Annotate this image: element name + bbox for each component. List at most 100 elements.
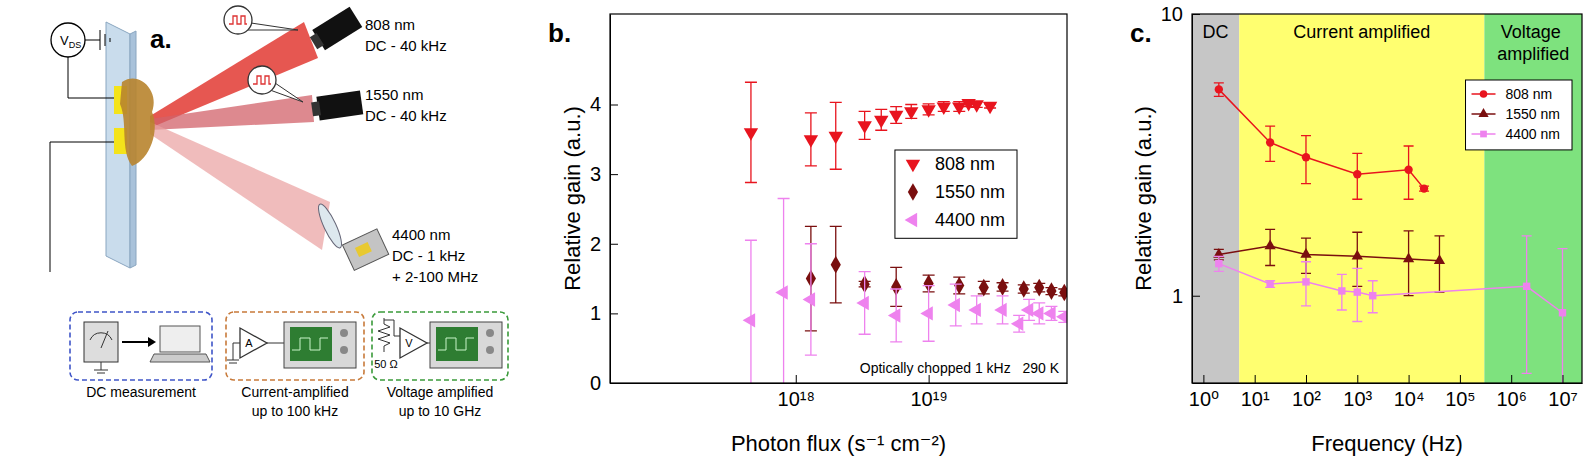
y-axis-tick-mark [610, 383, 618, 384]
marker [857, 121, 871, 133]
x-axis-tick-label: 10⁰ [1189, 388, 1219, 410]
legend-marker [906, 160, 920, 172]
y-axis-tick: 4 [590, 93, 618, 115]
marker [1404, 166, 1412, 174]
setup-caption: Current-amplified [241, 384, 348, 400]
setup-caption: DC measurement [86, 384, 196, 400]
y-axis-tick-label: 10 [1161, 3, 1183, 25]
marker [775, 285, 787, 299]
laser-body [316, 91, 363, 121]
square-wave [229, 16, 247, 24]
marker [1059, 284, 1067, 302]
series [744, 82, 998, 182]
meter-dial [90, 331, 112, 348]
error-bar [1404, 231, 1414, 296]
y-axis-tick-label: 4 [590, 93, 601, 115]
callout [224, 6, 252, 34]
error-bar [1301, 136, 1311, 184]
error-bar [1301, 262, 1311, 306]
legend-box [895, 150, 1017, 238]
marker [1302, 278, 1309, 285]
arrow-head [148, 337, 156, 347]
knob [340, 346, 348, 354]
wire [267, 343, 284, 344]
x-axis-tick-mark [1562, 375, 1563, 383]
error-bar [745, 240, 757, 383]
marker [1352, 250, 1363, 260]
marker [1011, 317, 1023, 331]
x-axis: 10¹⁸ 10¹⁹ [611, 375, 1068, 410]
x-axis-tick: 10¹⁹ [910, 375, 947, 410]
legend-label: 4400 nm [1506, 126, 1560, 142]
y-axis: 01234 [590, 15, 618, 394]
region-band [1239, 14, 1484, 383]
setup-box [372, 312, 508, 380]
legend-label: 1550 nm [1506, 106, 1560, 122]
oscilloscope-screen [290, 327, 332, 361]
plot-frame [610, 14, 1067, 383]
marker [969, 100, 983, 112]
laser [310, 91, 363, 122]
source-wavelength: 808 nm [365, 16, 415, 33]
wire [50, 142, 114, 272]
marker [1434, 254, 1445, 264]
y-axis-tick-mark [610, 313, 618, 314]
meter [84, 322, 118, 362]
panel-a: VDS808 nmDC - 40 kHz1550 nmDC - 40 kHz44… [50, 6, 508, 419]
legend-marker [1480, 131, 1487, 138]
marker [1019, 280, 1029, 298]
error-bar [1434, 236, 1444, 292]
marker [1266, 280, 1273, 287]
x-axis-tick-mark [1511, 375, 1512, 383]
error-bar [1557, 249, 1567, 383]
x-axis-tick-label: 10¹⁸ [778, 388, 815, 410]
marker [1420, 184, 1428, 192]
x-axis-tick-label: 10³ [1343, 388, 1372, 410]
ground [227, 343, 240, 363]
y-axis-tick: 10 [1161, 3, 1200, 25]
y-axis-title: Relative gain (a.u.) [560, 106, 585, 291]
setup-box [70, 312, 212, 380]
marker [1264, 240, 1275, 250]
region-label-line: Voltage [1501, 22, 1566, 42]
x-axis-tick-mark [1255, 375, 1256, 383]
y-axis-line [610, 15, 611, 384]
marker [1046, 282, 1056, 300]
resistor-label: 50 Ω [374, 358, 398, 370]
region-band [1192, 14, 1239, 383]
panel-label: a. [150, 24, 172, 54]
marker [889, 111, 903, 123]
callout [248, 66, 276, 94]
marker [1056, 310, 1067, 324]
marker [1523, 283, 1530, 290]
x-axis-tick: 10¹ [1241, 375, 1270, 410]
chart-panel: 10⁰10¹10²10³10⁴10⁵10⁶10⁷110Frequency (Hz… [1130, 3, 1583, 456]
marker [804, 135, 818, 147]
marker [888, 308, 900, 322]
x-axis-tick-mark [1460, 375, 1461, 383]
callout-pointer [246, 23, 298, 30]
x-axis-tick-mark [1409, 375, 1410, 383]
x-axis-tick-mark [1357, 375, 1358, 383]
marker [983, 102, 997, 114]
error-bar [1265, 229, 1275, 265]
chart-panel: 10¹⁸10¹⁹01234Photon flux (s⁻¹ cm⁻²)Relat… [548, 14, 1070, 456]
source-wavelength: 4400 nm [392, 226, 450, 243]
y-axis-tick-label: 3 [590, 163, 601, 185]
x-axis-tick-label: 10¹ [1241, 388, 1270, 410]
marker [997, 278, 1007, 296]
wire [384, 320, 400, 336]
x-axis-title: Frequency (Hz) [1311, 431, 1463, 456]
y-axis-tick: 2 [590, 233, 618, 255]
legend: 808 nm 1550 nm 4400 nm [1466, 80, 1572, 150]
square-wave [253, 76, 271, 84]
error-bar [953, 277, 965, 294]
bias-subscript: DS [69, 40, 82, 50]
marker [874, 116, 888, 128]
region-label-line: Current amplified [1293, 22, 1430, 42]
ground [94, 362, 108, 373]
legend-label: 808 nm [935, 154, 995, 174]
marker [829, 132, 843, 144]
y-axis-tick-mark [610, 244, 618, 245]
legend-label: 808 nm [1506, 86, 1553, 102]
